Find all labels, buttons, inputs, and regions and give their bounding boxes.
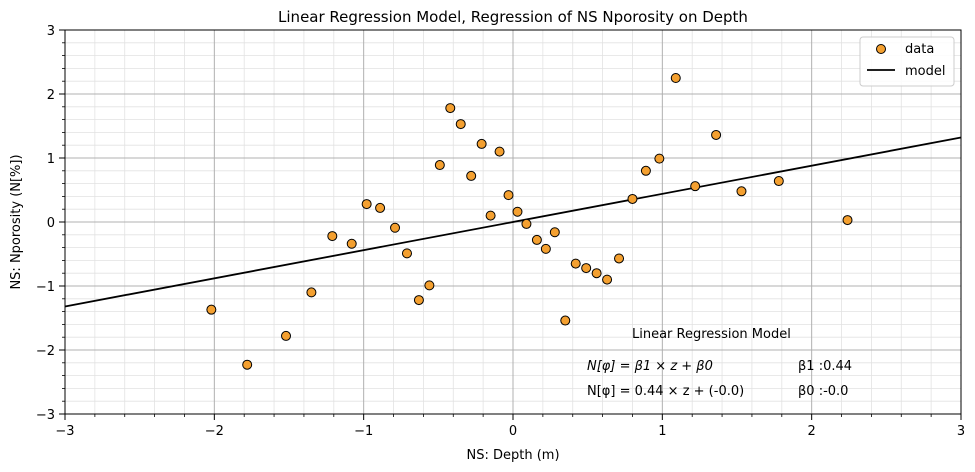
legend: data model xyxy=(859,36,955,87)
data-point xyxy=(390,222,401,233)
data-point xyxy=(640,165,651,176)
data-point xyxy=(494,146,505,157)
x-tick-labels: −3 −2 −1 0 1 2 3 xyxy=(55,424,965,439)
y-tick-label: 2 xyxy=(47,88,55,103)
chart-title: Linear Regression Model, Regression of N… xyxy=(278,8,748,26)
x-tick-label: −2 xyxy=(205,424,224,439)
annotation-equation-fitted: N[φ] = 0.44 × z + (-0.0) xyxy=(587,384,744,399)
data-point xyxy=(736,186,747,197)
data-point xyxy=(627,193,638,204)
legend-label-data: data xyxy=(905,42,934,57)
x-tick-label: 1 xyxy=(658,424,666,439)
data-point xyxy=(413,295,424,306)
data-point xyxy=(540,243,551,254)
data-point xyxy=(570,258,581,269)
data-point xyxy=(711,129,722,140)
annotation-beta1: β1 :0.44 xyxy=(798,359,852,374)
data-point xyxy=(306,287,317,298)
data-point xyxy=(206,304,217,315)
data-point xyxy=(602,274,613,285)
y-tick-label: 1 xyxy=(47,152,55,167)
data-point xyxy=(670,73,681,83)
data-point xyxy=(401,248,412,259)
data-point xyxy=(466,170,477,181)
x-tick-label: 3 xyxy=(957,424,965,439)
axis-ticks xyxy=(59,29,962,420)
data-points-layer xyxy=(206,73,853,370)
data-point xyxy=(581,263,592,274)
data-point xyxy=(327,231,338,242)
data-point xyxy=(560,315,571,326)
data-point xyxy=(434,160,445,171)
data-point xyxy=(476,138,487,149)
model-line xyxy=(64,136,962,308)
y-tick-label: −3 xyxy=(36,408,55,423)
data-point xyxy=(503,190,514,201)
data-point xyxy=(654,153,665,164)
y-axis-label: NS: Nporosity (N[%]) xyxy=(9,154,24,289)
data-point xyxy=(591,268,602,279)
data-point xyxy=(375,202,386,213)
legend-label-model: model xyxy=(905,64,945,79)
data-point xyxy=(690,181,701,192)
data-point xyxy=(361,199,372,210)
annotation-equation-general: N[φ] = β1 × z + β0 xyxy=(587,359,713,374)
legend-marker-data xyxy=(876,44,886,54)
annotation-heading: Linear Regression Model xyxy=(632,327,791,342)
y-tick-label: 3 xyxy=(47,24,55,39)
y-tick-labels: −3 −2 −1 0 1 2 3 xyxy=(36,24,55,423)
data-point xyxy=(512,206,523,217)
data-point xyxy=(445,103,456,114)
data-point xyxy=(773,176,784,187)
data-point xyxy=(455,119,466,130)
data-point xyxy=(485,210,496,221)
x-tick-label: 2 xyxy=(808,424,816,439)
data-point xyxy=(842,215,853,226)
x-tick-label: 0 xyxy=(509,424,517,439)
x-axis-label: NS: Depth (m) xyxy=(466,448,559,463)
data-point xyxy=(242,359,253,370)
data-point xyxy=(346,238,357,249)
x-tick-label: −3 xyxy=(55,424,74,439)
model-line-layer xyxy=(64,136,962,308)
annotation-beta0: β0 :-0.0 xyxy=(798,384,848,399)
data-point xyxy=(531,234,542,245)
data-point xyxy=(549,227,560,238)
y-tick-label: 0 xyxy=(47,216,55,231)
data-point xyxy=(521,218,532,229)
y-tick-label: −1 xyxy=(36,280,55,295)
y-tick-label: −2 xyxy=(36,344,55,359)
data-point xyxy=(281,330,292,341)
x-tick-label: −1 xyxy=(354,424,373,439)
data-point xyxy=(424,280,435,291)
data-point xyxy=(614,253,625,264)
